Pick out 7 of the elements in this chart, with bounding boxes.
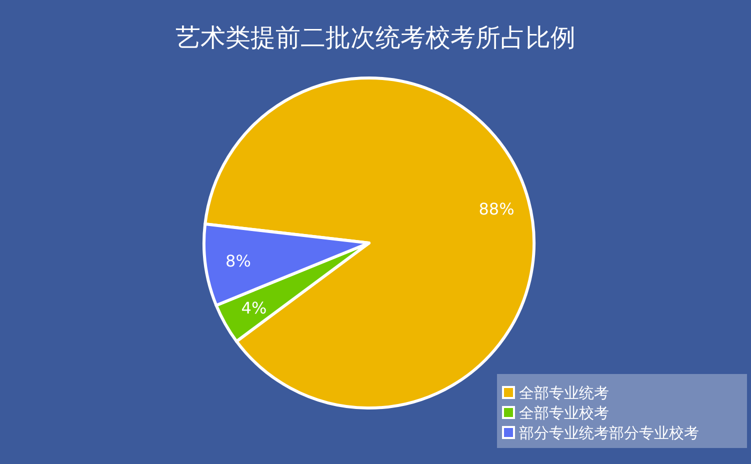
legend-label: 全部专业统考 <box>519 384 609 402</box>
data-label: 8% <box>226 251 251 270</box>
legend-label: 部分专业统考部分专业校考 <box>519 424 699 442</box>
data-label: 4% <box>241 298 267 318</box>
legend-label: 全部专业校考 <box>519 404 609 422</box>
chart-title: 艺术类提前二批次统考校考所占比例 <box>176 23 576 52</box>
data-label: 88% <box>478 199 514 218</box>
